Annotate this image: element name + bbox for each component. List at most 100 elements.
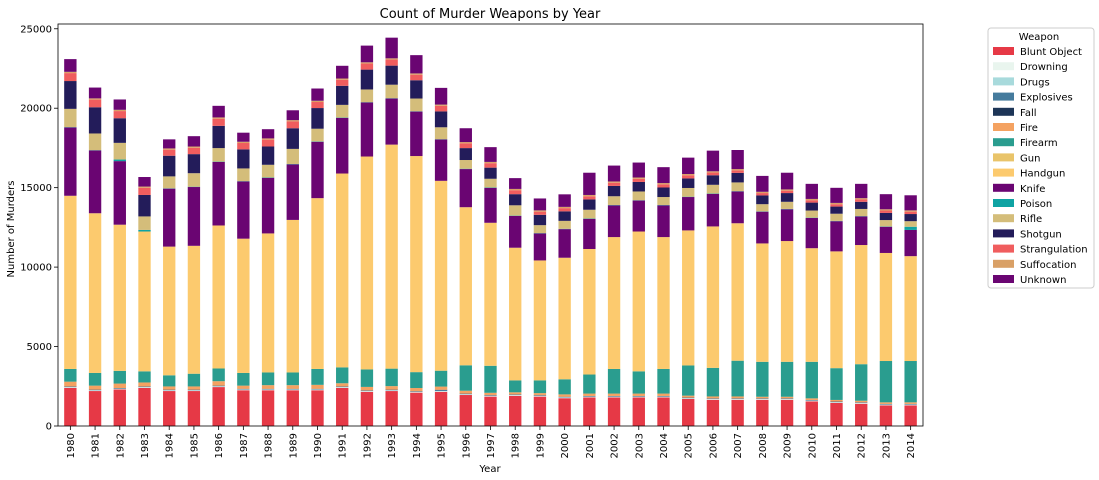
bar-segment-firearm-1994: [410, 372, 423, 389]
bar-segment-strangulation-2000: [558, 208, 571, 212]
x-tick-label: 1994: [412, 433, 423, 458]
bar-segment-suffocation-2013: [879, 209, 893, 211]
bar-segment-strangulation-1984: [163, 149, 176, 156]
y-tick-label: 0: [46, 422, 52, 433]
bar-segment-shotgun-1992: [360, 69, 374, 90]
bar-segment-blunt-object-1995: [434, 391, 448, 426]
bar-segment-strangulation-1988: [261, 139, 275, 147]
bar-segment-firearm-2001: [583, 374, 596, 394]
bar-segment-blunt-object-1989: [286, 390, 299, 426]
x-tick-label: 1987: [239, 433, 250, 458]
bar-segment-unknown-2008: [756, 175, 769, 192]
bar-segment-unknown-1983: [138, 177, 151, 187]
bars-layer: [64, 37, 917, 426]
bar-segment-unknown-1981: [88, 87, 102, 99]
bar-segment-unknown-1990: [311, 88, 324, 101]
bar-segment-handgun-1995: [434, 180, 448, 371]
x-tick-label: 1991: [338, 433, 349, 458]
bar-segment-shotgun-1980: [64, 81, 77, 109]
x-tick-label: 2002: [610, 433, 621, 458]
bar-segment-strangulation-2001: [583, 196, 596, 200]
bar-segment-firearm-1995: [434, 370, 448, 387]
bar-segment-blunt-object-1988: [261, 390, 275, 426]
bar-segment-suffocation-2005: [682, 173, 695, 176]
bar-segment-blunt-object-2009: [780, 399, 794, 426]
bar-segment-suffocation-2000: [558, 206, 571, 209]
x-tick-label: 1995: [437, 433, 448, 458]
legend-swatch: [993, 92, 1014, 101]
bar-segment-rifle-2012: [855, 208, 868, 217]
bar-segment-knife-1992: [360, 102, 374, 157]
bar-segment-knife-1980: [64, 127, 77, 196]
bar-segment-knife-2006: [706, 193, 720, 227]
bar-segment-blunt-object-2012: [855, 403, 868, 426]
chart-title: Count of Murder Weapons by Year: [380, 7, 601, 22]
bar-segment-blunt-object-1997: [484, 396, 497, 426]
bar-segment-fire-2012: [855, 400, 868, 403]
bar-segment-strangulation-1991: [336, 79, 349, 86]
bar-segment-rifle-1986: [212, 148, 225, 162]
bar-segment-knife-2007: [731, 191, 744, 224]
bar-segment-fire-2013: [879, 402, 893, 404]
bar-segment-shotgun-2013: [879, 212, 893, 221]
bar-segment-rifle-2013: [879, 220, 893, 227]
legend-label: Fall: [1020, 108, 1037, 119]
bar-segment-blunt-object-1985: [187, 391, 201, 426]
bar-segment-handgun-1997: [484, 222, 497, 366]
bar-segment-firearm-2011: [830, 368, 843, 400]
bar-segment-firearm-2008: [756, 361, 769, 397]
bar-segment-unknown-1985: [187, 136, 201, 147]
bar-segment-firearm-1991: [336, 367, 349, 384]
bar-segment-unknown-1987: [237, 132, 250, 142]
bar-segment-shotgun-1987: [237, 149, 250, 169]
bar-segment-suffocation-2008: [756, 191, 769, 194]
legend-swatch: [993, 77, 1014, 86]
bar-segment-knife-1994: [410, 111, 423, 157]
bar-segment-rifle-1989: [286, 148, 299, 164]
bar-segment-shotgun-2008: [756, 195, 769, 205]
bar-segment-handgun-1984: [163, 246, 176, 376]
bar-segment-blunt-object-1996: [459, 395, 472, 426]
bar-segment-suffocation-1982: [113, 109, 126, 112]
bar-segment-fire-2011: [830, 399, 843, 402]
x-tick-label: 1983: [140, 433, 151, 458]
bar-segment-unknown-2002: [607, 165, 621, 182]
bar-segment-suffocation-2012: [855, 198, 868, 200]
bar-segment-fire-1990: [311, 384, 324, 389]
bar-segment-shotgun-2005: [682, 178, 695, 188]
bar-segment-blunt-object-1983: [138, 387, 151, 426]
bar-segment-fire-2008: [756, 396, 769, 399]
bar-segment-handgun-2006: [706, 226, 720, 368]
bar-segment-unknown-2013: [879, 194, 893, 210]
bar-segment-strangulation-2008: [756, 193, 769, 196]
bar-segment-firearm-2009: [780, 361, 794, 397]
bar-segment-firearm-1993: [385, 368, 398, 387]
bar-segment-blunt-object-1982: [113, 389, 126, 426]
bar-segment-suffocation-1980: [64, 71, 77, 74]
bar-segment-rifle-1995: [434, 127, 448, 140]
bar-segment-knife-2013: [879, 226, 893, 253]
bar-segment-handgun-1991: [336, 173, 349, 368]
bar-segment-strangulation-1992: [360, 63, 374, 70]
legend-title: Weapon: [1019, 32, 1059, 43]
bar-segment-knife-1987: [237, 181, 250, 239]
bar-segment-suffocation-1993: [385, 58, 398, 60]
bar-segment-knife-2002: [607, 205, 621, 238]
bar-segment-blunt-object-2003: [632, 397, 645, 426]
bar-segment-firearm-2006: [706, 367, 720, 397]
legend-label: Firearm: [1020, 138, 1058, 149]
legend-swatch: [993, 107, 1014, 116]
bar-segment-shotgun-1997: [484, 167, 497, 179]
x-tick-label: 2006: [708, 433, 719, 458]
bar-segment-suffocation-2002: [607, 181, 621, 183]
bar-segment-shotgun-1986: [212, 125, 225, 149]
bar-segment-blunt-object-2008: [756, 399, 769, 426]
x-tick-label: 1997: [486, 433, 497, 458]
bar-segment-unknown-2011: [830, 187, 843, 203]
x-tick-label: 1984: [165, 433, 176, 458]
bar-segment-fire-2006: [706, 396, 720, 399]
bar-segment-handgun-1987: [237, 238, 250, 373]
bar-segment-unknown-1986: [212, 105, 225, 118]
bar-segment-rifle-2001: [583, 209, 596, 219]
